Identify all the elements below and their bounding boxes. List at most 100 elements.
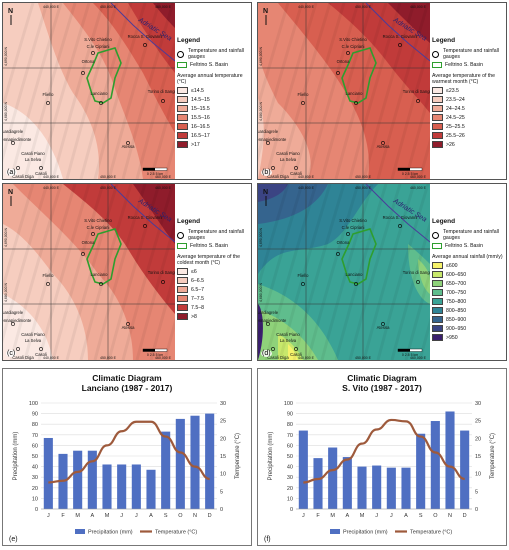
legend-swatch: [177, 313, 188, 320]
place-label: C.le Cipriani: [342, 225, 365, 230]
gauge-marker: [266, 141, 270, 145]
coord-label-bottom: 460,000 E: [155, 175, 172, 179]
legend-class-label: >8: [191, 313, 197, 320]
coord-label-bottom: 450,000 E: [355, 175, 372, 179]
relief-shade: [37, 3, 91, 179]
legend-class-row: 15–15.5: [177, 105, 251, 112]
legend-class-row: ≤14.5: [177, 87, 251, 94]
map-panel-d: Adriatic Sea S.Vito Chietino C.le Cipriani…: [257, 183, 507, 361]
relief-shade: [93, 3, 147, 179]
coastline: [110, 3, 175, 62]
legend-swatch: [432, 334, 443, 341]
scale-label: 0 2.5 5 km: [402, 353, 418, 357]
coord-label-bottom: 440,000 E: [43, 175, 60, 179]
place-label: Fliello: [298, 273, 310, 278]
coord-label-top: 460,000 E: [155, 5, 172, 9]
basin-outline: [86, 47, 122, 104]
precip-bar: [131, 464, 141, 509]
precip-bar: [313, 458, 323, 509]
gauge-marker: [46, 282, 50, 286]
legend-class-label: 25–25.5: [446, 123, 465, 130]
chart-panel-e: Climatic Diagram Lanciano (1987 - 2017) 0 1…: [2, 368, 252, 546]
y2-tick-label: 0: [475, 507, 478, 513]
relief-shade: [79, 3, 133, 179]
gauge-marker: [46, 101, 50, 105]
map-panel-c: Adriatic Sea S.Vito Chietino C.le Cipriani…: [2, 183, 252, 361]
gauge-marker: [99, 282, 103, 286]
place-label: Atessa: [122, 144, 135, 149]
relief-shade: [107, 184, 161, 360]
relief-shade: [51, 3, 105, 179]
place-label: Fliello: [43, 92, 55, 97]
x-tick-label: M: [330, 513, 335, 519]
relief-shade: [121, 3, 175, 179]
coord-label-bottom: 450,000 E: [100, 356, 117, 360]
place-label: Pennapiedimonte: [3, 137, 32, 142]
map-legend-d: Legend Temperature and rainfall gauges Fel…: [432, 218, 506, 343]
legend-class-row: ≤23.5: [432, 87, 506, 94]
x-tick-label: J: [390, 513, 393, 519]
north-arrow: N: [263, 8, 268, 15]
legend-gauge-label: Temperature and rainfall gauges: [443, 48, 499, 60]
legend-class-row: 25.5–26: [432, 132, 506, 139]
y2-axis-label: Temperature (°C): [490, 433, 496, 479]
legend-swatch: [177, 304, 188, 311]
y-tick-label: 10: [32, 496, 38, 502]
place-label: Casoli Piano: [276, 332, 300, 337]
x-tick-label: A: [404, 513, 408, 519]
precip-bar: [445, 411, 455, 509]
coord-label-left: 4,680,000 N: [259, 101, 263, 121]
coord-label-left: 4,690,000 N: [4, 227, 8, 247]
coord-label-top: 460,000 E: [155, 186, 172, 190]
north-arrow: N: [263, 189, 268, 196]
relief-shade: [404, 267, 430, 360]
place-label: Torino di Sangro: [403, 89, 430, 94]
legend-basin-label: Feltrino S. Basin: [445, 62, 484, 68]
precip-bar: [175, 418, 185, 509]
place-label: Pennapiedimonte: [258, 318, 287, 323]
x-tick-label: S: [419, 513, 423, 519]
place-label: Ortona: [337, 59, 350, 64]
map-zone: [408, 244, 430, 304]
precip-bar: [87, 450, 97, 509]
legend-class-label: 800–850: [446, 307, 467, 314]
gauge-marker: [266, 322, 270, 326]
y2-tick-label: 10: [475, 472, 481, 478]
place-label: Fliello: [43, 273, 55, 278]
legend-title: Legend: [432, 218, 456, 225]
legend-class-label: 650–700: [446, 280, 467, 287]
legend-swatch: [177, 141, 188, 148]
legend-class-row: ≤600: [432, 262, 506, 269]
y-tick-label: 80: [32, 422, 38, 428]
place-label: Guardiagrele: [258, 129, 279, 134]
place-label: La Selva: [280, 338, 297, 343]
legend-swatch: [432, 105, 443, 112]
coord-label-top: 450,000 E: [100, 186, 117, 190]
scale-bar-fill: [143, 349, 155, 352]
gauge-marker: [143, 224, 147, 228]
place-label: Casoli Diga: [12, 174, 34, 179]
relief-shade: [65, 184, 119, 360]
y-tick-label: 80: [287, 422, 293, 428]
legend-title: Legend: [432, 37, 456, 44]
scale-bar-fill: [398, 349, 410, 352]
legend-swatch: [177, 295, 188, 302]
relief-shade: [292, 3, 346, 179]
legend-swatch: [432, 280, 443, 287]
place-label: Rocca S. Giovanni: [383, 34, 418, 39]
legend-gauge-row: Temperature and rainfall gauges: [432, 48, 506, 60]
coord-label-top: 460,000 E: [410, 186, 427, 190]
gauge-marker: [91, 51, 95, 55]
place-label: Casoli: [35, 171, 47, 176]
place-label: Casoli Diga: [267, 174, 289, 179]
gauge-marker: [91, 232, 95, 236]
coord-label-top: 440,000 E: [298, 5, 315, 9]
legend-precip-swatch: [330, 529, 340, 534]
place-label: Casoli Piano: [21, 332, 45, 337]
legend-swatch: [177, 87, 188, 94]
relief-shade: [135, 219, 175, 360]
place-label: Pennapiedimonte: [258, 137, 287, 142]
